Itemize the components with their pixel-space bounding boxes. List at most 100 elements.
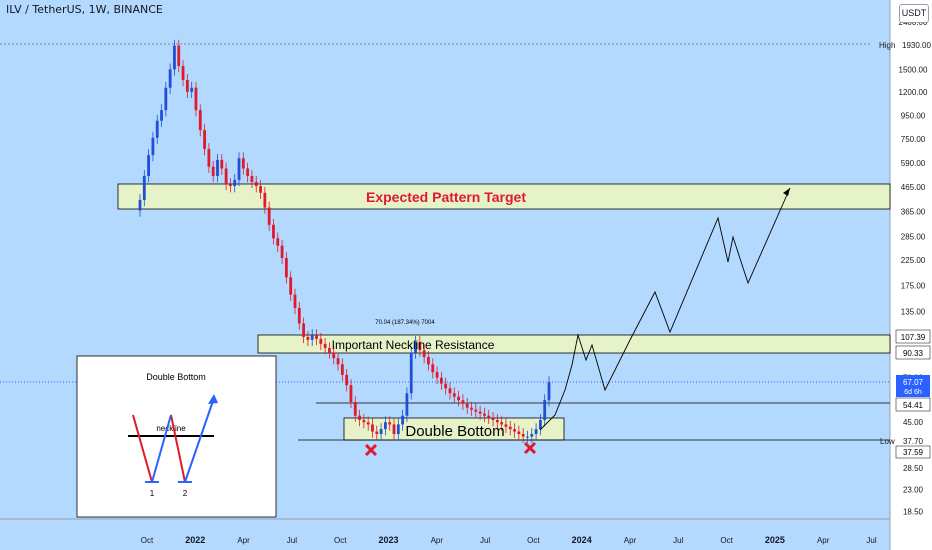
candle-body bbox=[332, 352, 336, 359]
candle-body bbox=[427, 357, 430, 365]
candle-body bbox=[401, 415, 405, 425]
time-tick-label: 2024 bbox=[572, 535, 592, 545]
time-tick-label: 2025 bbox=[765, 535, 785, 545]
candle-body bbox=[431, 364, 435, 373]
candle-body bbox=[461, 400, 465, 404]
price-tick-label: 750.00 bbox=[901, 135, 926, 144]
time-tick-label: Jul bbox=[287, 536, 297, 545]
neckline-bottom-tag bbox=[895, 345, 931, 360]
price-tick-label: 590.00 bbox=[901, 159, 926, 168]
neckline-bottom-value: 90.33 bbox=[903, 349, 924, 358]
candle-body bbox=[504, 424, 508, 427]
time-tick-label: Oct bbox=[720, 536, 733, 545]
candle-body bbox=[495, 419, 499, 423]
time-tick-label: Jul bbox=[866, 536, 876, 545]
inset-point-2: 2 bbox=[183, 489, 188, 498]
candle-body bbox=[198, 110, 202, 131]
candle-body bbox=[375, 431, 379, 435]
projection-arrowhead bbox=[783, 188, 790, 196]
candle-body bbox=[263, 192, 267, 208]
candle-body bbox=[224, 168, 228, 185]
candles bbox=[138, 39, 551, 443]
last-price-tag bbox=[896, 375, 930, 397]
neckline-top-tag bbox=[895, 329, 931, 344]
inset-title: Double Bottom bbox=[146, 372, 206, 382]
candle-body bbox=[151, 137, 155, 156]
candle-body bbox=[487, 415, 491, 418]
candle-body bbox=[211, 166, 215, 176]
measure-label: 70.04 (187.34%) 7004 bbox=[375, 320, 435, 326]
high-text: High bbox=[879, 41, 895, 50]
price-tick-label: 1500.00 bbox=[899, 65, 928, 74]
candle-body bbox=[315, 335, 318, 339]
candle-body bbox=[203, 130, 206, 149]
x-mark-left bbox=[364, 443, 378, 457]
price-tick-label: 175.00 bbox=[901, 282, 926, 291]
candle-body bbox=[272, 224, 275, 239]
price-tick-label: 365.00 bbox=[901, 208, 926, 217]
candle-body bbox=[448, 388, 452, 394]
price-tick-label: 45.00 bbox=[903, 418, 924, 427]
candle-body bbox=[388, 422, 392, 425]
candle-body bbox=[220, 159, 224, 169]
candle-body bbox=[435, 372, 439, 378]
candle-body bbox=[164, 87, 168, 111]
candle-body bbox=[457, 396, 460, 401]
symbol-header: ILV / TetherUS, 1W, BINANCE bbox=[6, 3, 163, 16]
candle-body bbox=[185, 79, 189, 92]
support-tag bbox=[895, 397, 931, 412]
candle-body bbox=[142, 175, 146, 200]
candle-body bbox=[396, 424, 400, 435]
inset-blue-leg-1 bbox=[151, 414, 172, 483]
candle-body bbox=[444, 383, 448, 389]
time-tick-label: Jul bbox=[480, 536, 490, 545]
candle-body bbox=[478, 411, 482, 414]
currency-button[interactable]: USDT bbox=[899, 4, 929, 23]
candle-body bbox=[538, 419, 542, 430]
candle-body bbox=[414, 341, 417, 353]
candle-body bbox=[379, 429, 383, 435]
time-tick-label: Oct bbox=[334, 536, 347, 545]
time-axis-ticks: Oct 2022 Apr Jul Oct 2023 Apr Jul Oct 2024 Apr Jul O… bbox=[141, 535, 877, 545]
candle-body bbox=[353, 401, 357, 416]
target-zone-label: Expected Pattern Target bbox=[366, 189, 526, 205]
candle-body bbox=[362, 419, 366, 423]
candle-body bbox=[530, 434, 534, 437]
time-tick-label: 2023 bbox=[378, 535, 398, 545]
candle-body bbox=[392, 424, 396, 435]
x-mark-right bbox=[523, 441, 537, 455]
time-tick-label: 2022 bbox=[185, 535, 205, 545]
candle-body bbox=[371, 424, 374, 432]
candle-body bbox=[207, 148, 211, 167]
candle-body bbox=[422, 350, 426, 358]
target-zone[interactable] bbox=[117, 183, 891, 210]
candle-body bbox=[534, 429, 538, 435]
candle-body bbox=[547, 382, 551, 401]
time-tick-label: Oct bbox=[527, 536, 540, 545]
price-axis-background bbox=[890, 0, 932, 550]
candle-body bbox=[276, 238, 280, 246]
projection-path bbox=[539, 187, 791, 431]
price-tick-label: 285.00 bbox=[901, 232, 926, 241]
price-tick-label: 225.00 bbox=[901, 256, 926, 265]
candle-body bbox=[254, 181, 258, 187]
candle-body bbox=[405, 393, 409, 416]
candle-body bbox=[452, 393, 456, 397]
support-value: 54.41 bbox=[903, 401, 924, 410]
candle-body bbox=[328, 348, 331, 353]
candle-body bbox=[289, 277, 293, 295]
inset-arrowhead bbox=[208, 394, 218, 404]
candle-body bbox=[194, 87, 198, 111]
neckline-top-value: 107.39 bbox=[901, 333, 926, 342]
low-value: 37.70 bbox=[903, 437, 924, 446]
candle-body bbox=[233, 179, 237, 187]
candle-body bbox=[521, 434, 525, 437]
candle-body bbox=[246, 168, 250, 176]
candle-body bbox=[160, 110, 163, 121]
candle-body bbox=[267, 207, 271, 225]
time-tick-label: Apr bbox=[624, 536, 637, 545]
candle-body bbox=[319, 338, 323, 344]
candle-body bbox=[138, 199, 142, 211]
